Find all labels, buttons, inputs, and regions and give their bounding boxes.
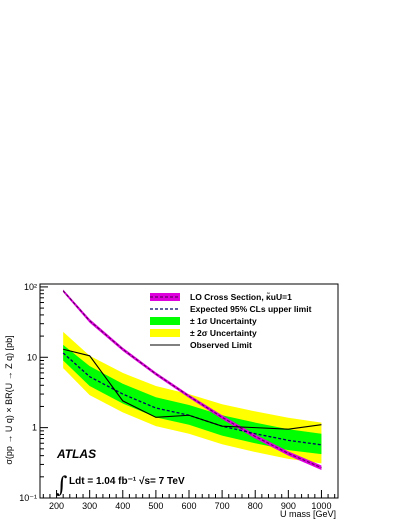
x-tick-label: 600 [181,501,196,511]
x-tick-label: 400 [115,501,130,511]
legend-swatch [150,329,180,337]
x-tick-label: 300 [82,501,97,511]
y-tick-label: 1 [32,423,37,433]
uncertainty-bands [63,289,322,470]
atlas-label: ATLAS [56,447,96,461]
legend-swatch [150,317,180,325]
y-tick-label: 10² [24,282,37,292]
x-axis-title: U mass [GeV] [280,509,336,519]
y-tick-label: 10⁻¹ [19,493,37,503]
series-lines [62,290,322,469]
line-observed-limit [63,348,322,430]
legend-label: Observed Limit [190,340,252,350]
x-tick-label: 200 [49,501,64,511]
integral-symbol: ∫ [56,473,68,498]
x-tick-label: 1000 [311,501,331,511]
lumi-label: Ldt = 1.04 fb⁻¹ √s= 7 TeV [69,476,185,487]
x-tick-label: 900 [281,501,296,511]
y-axis-title: σ(pp → U q) × BR(U → Z q) [pb] [4,335,14,464]
y-tick-label: 10 [27,352,37,362]
x-tick-label: 500 [148,501,163,511]
band-1sigma [63,344,322,455]
line-lo-xsec [62,290,322,469]
legend-label: LO Cross Section, κ̃uU=1 [190,291,292,302]
legend-label: Expected 95% CLs upper limit [190,304,312,314]
legend-label: ± 1σ Uncertainty [190,316,257,326]
axis-ticks: 200 300 400 500 600 700 800 900 1000 10⁻¹ 1 10 10² [19,282,336,511]
x-tick-label: 800 [248,501,263,511]
legend: LO Cross Section, κ̃uU=1 Expected 95% CLs… [150,291,312,350]
x-tick-label: 700 [215,501,230,511]
legend-label: ± 2σ Uncertainty [190,328,257,338]
